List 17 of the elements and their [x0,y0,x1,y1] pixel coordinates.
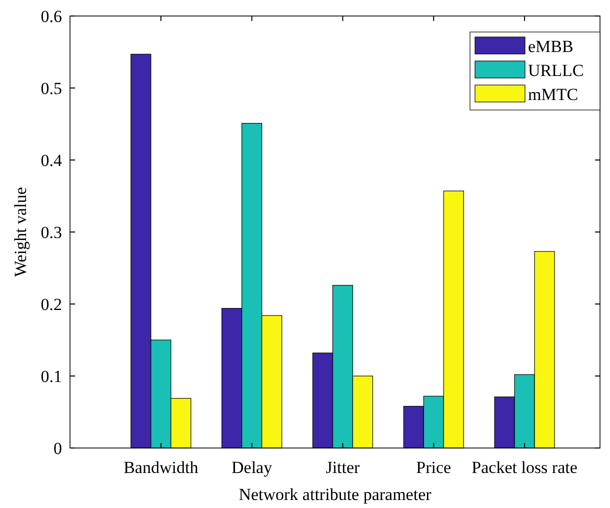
y-tick-label: 0.1 [40,366,62,386]
y-tick-label: 0.4 [40,150,62,170]
x-tick-label: Bandwidth [124,458,199,477]
y-axis-title: Weight value [11,187,30,277]
legend-label: URLLC [528,60,584,80]
y-tick-label: 0.6 [40,6,62,26]
y-tick-label: 0.2 [40,294,62,314]
y-tick-label: 0.5 [40,78,62,98]
y-tick-label: 0 [54,438,62,458]
x-tick-label: Price [416,458,452,477]
legend-label: eMBB [528,36,574,56]
legend-label: mMTC [528,84,578,104]
y-tick-label: 0.3 [40,222,62,242]
x-tick-label: Jitter [326,458,360,477]
x-tick-label: Delay [232,458,273,477]
x-axis-title: Network attribute parameter [238,485,432,504]
x-tick-label: Packet loss rate [472,458,578,477]
